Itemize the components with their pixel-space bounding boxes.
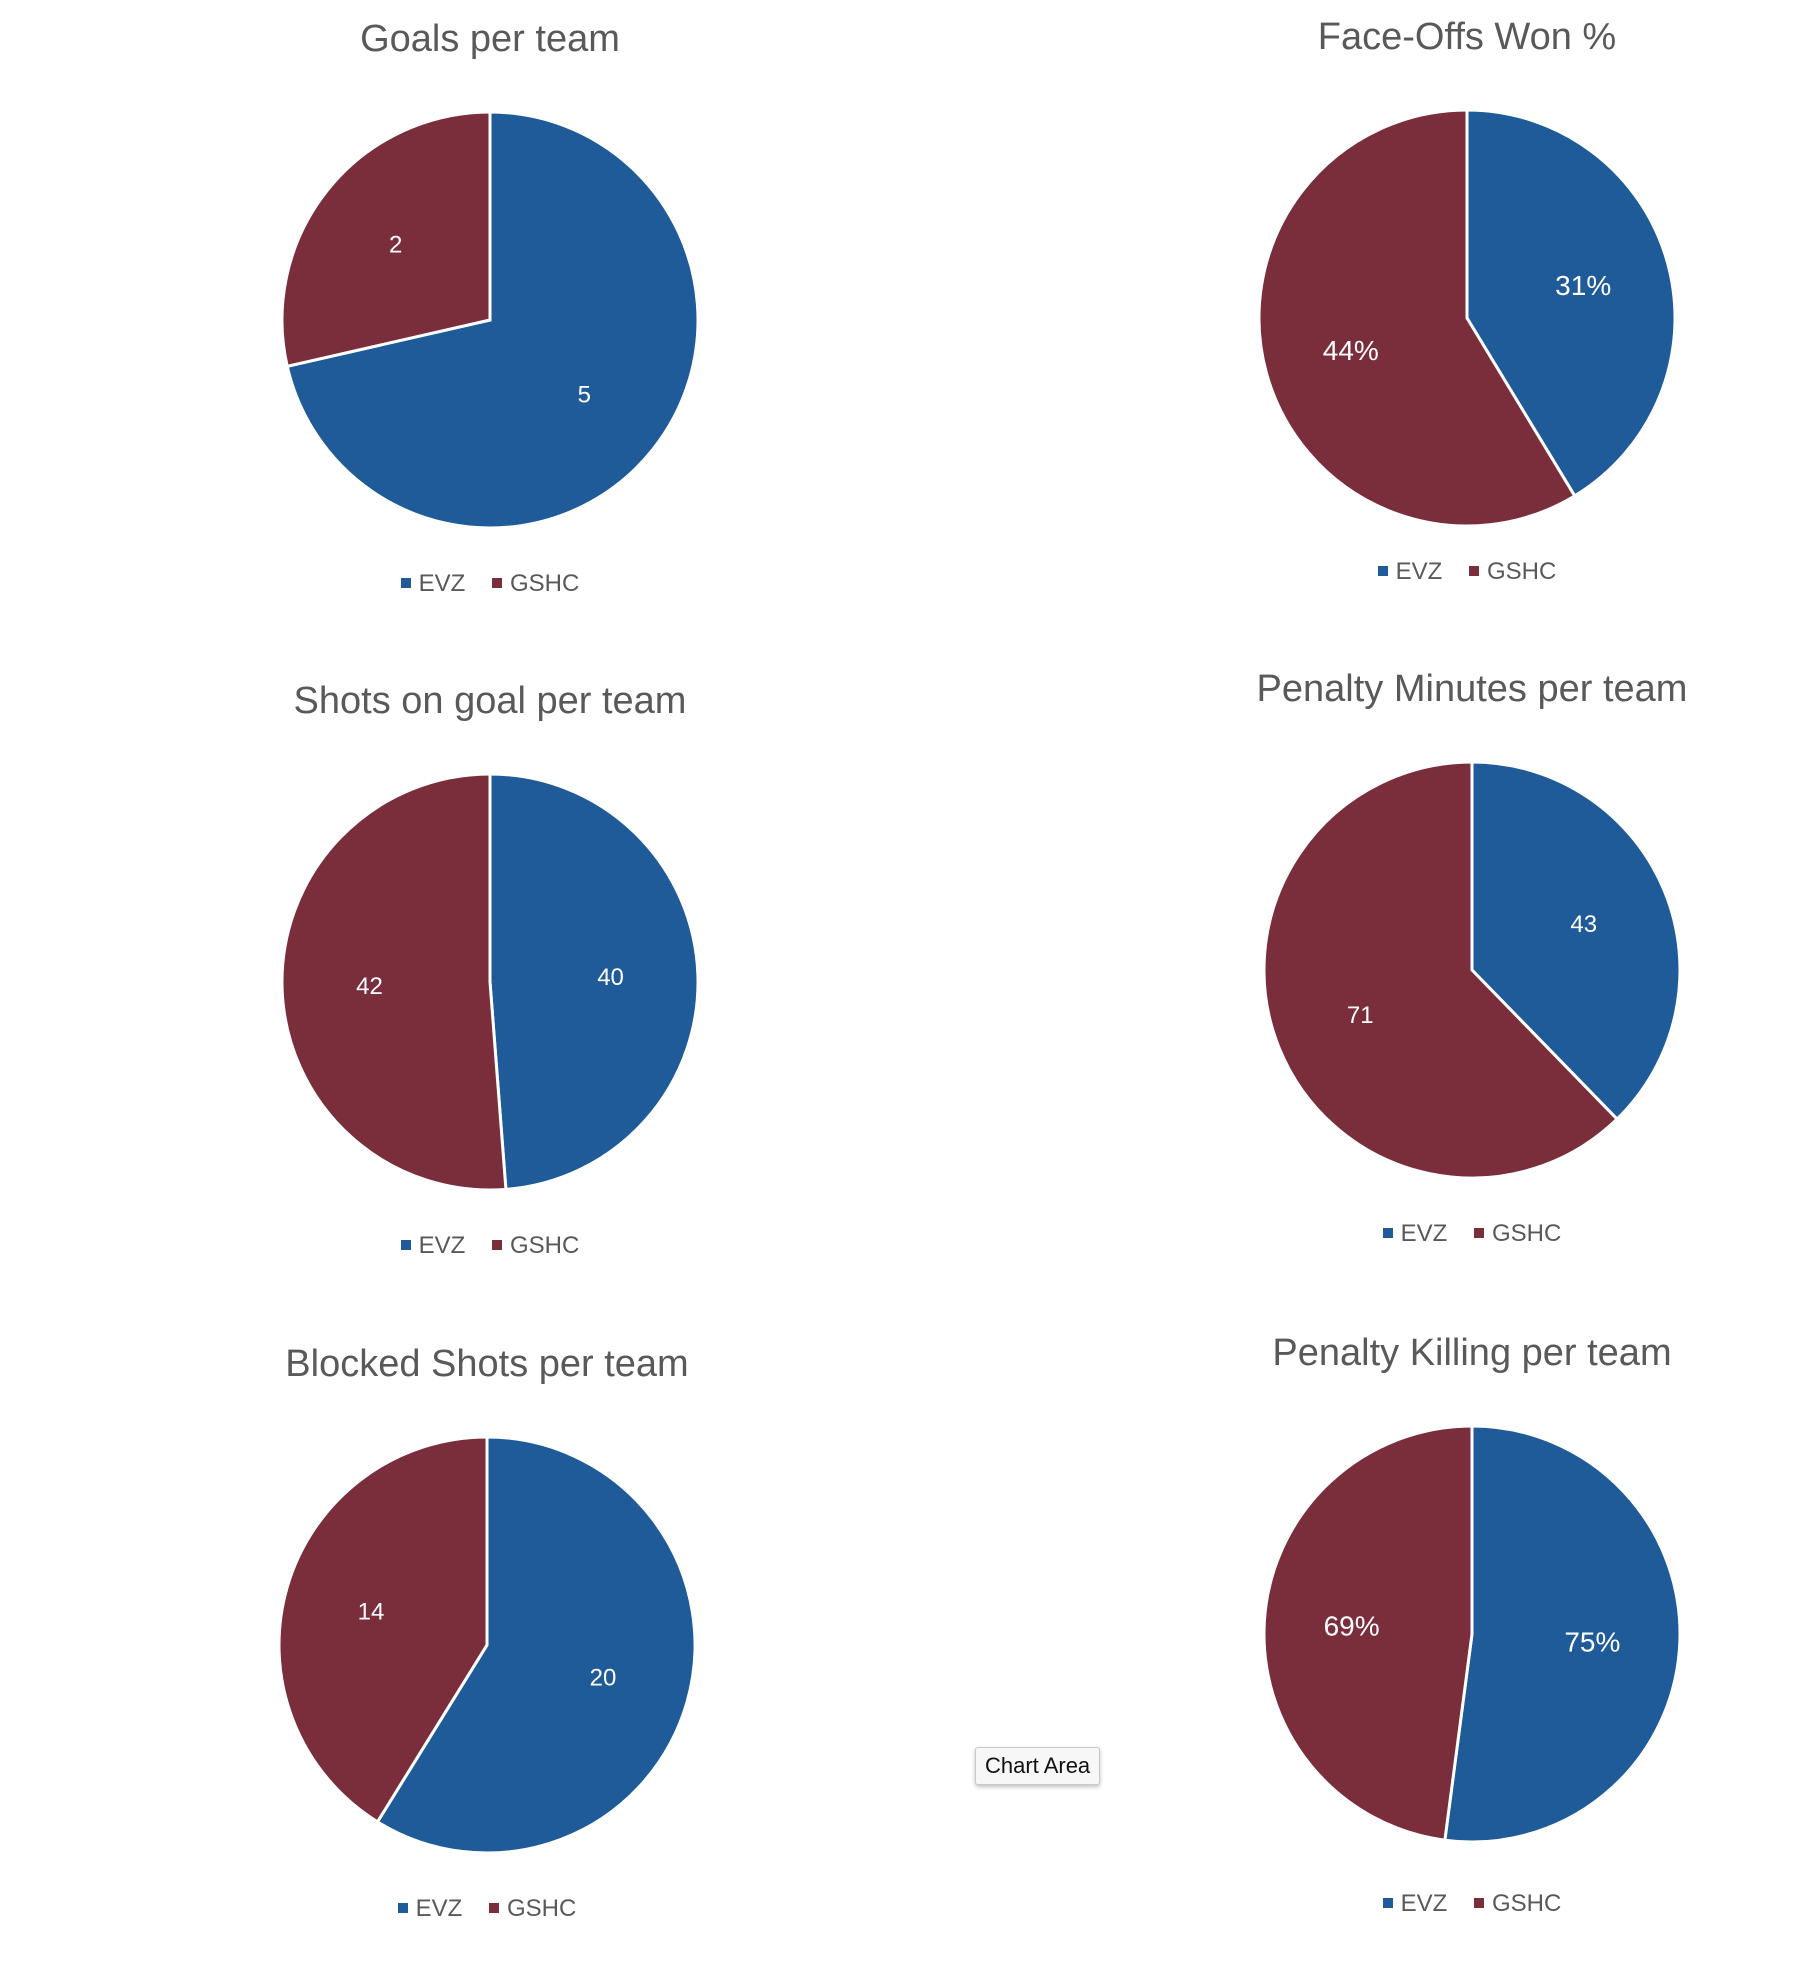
data-label-gshc: 44% (1323, 335, 1379, 366)
legend-label-evz: EVZ (1400, 1890, 1448, 1917)
data-label-gshc: 71 (1347, 1002, 1374, 1029)
chart-blocked-shots[interactable]: Blocked Shots per team 20 14 EVZ GSHC (167, 1325, 807, 1965)
pie-plot[interactable]: 75% 69% (1152, 1314, 1792, 1954)
data-label-evz: 40 (597, 964, 624, 991)
legend-label-evz: EVZ (418, 1232, 466, 1259)
pie-slice-evz[interactable] (488, 772, 700, 1192)
pie-plot[interactable]: 31% 44% (1147, 0, 1787, 638)
chart-shots-on-goal[interactable]: Shots on goal per team 40 42 EVZ GSHC (170, 662, 810, 1302)
data-label-gshc: 42 (356, 973, 383, 1000)
legend-entry-gshc: GSHC (1474, 1220, 1561, 1248)
chart-area-tooltip: Chart Area (975, 1747, 1101, 1785)
legend-swatch-evz (400, 577, 411, 588)
chart-face-offs-won[interactable]: Face-Offs Won % 31% 44% EVZ GSHC (1147, 0, 1787, 638)
legend-label-evz: EVZ (415, 1895, 463, 1922)
data-label-evz: 20 (590, 1665, 617, 1692)
legend-swatch-evz (1382, 1897, 1393, 1908)
pie-slice-evz[interactable] (1465, 108, 1677, 498)
legend-swatch-evz (400, 1239, 411, 1250)
data-label-gshc: 2 (389, 231, 402, 258)
data-label-evz: 5 (578, 382, 591, 409)
legend-label-gshc: GSHC (510, 570, 580, 597)
pie-slice-evz[interactable] (1443, 1424, 1682, 1844)
chart-legend: EVZ GSHC (1152, 1220, 1792, 1248)
chart-penalty-killing[interactable]: Penalty Killing per team 75% 69% EVZ GSHC (1152, 1314, 1792, 1954)
pie-plot[interactable]: 52 (170, 0, 810, 640)
legend-entry-evz: EVZ (397, 1895, 463, 1923)
legend-swatch-gshc (1474, 1227, 1484, 1238)
legend-entry-gshc: GSHC (1469, 558, 1556, 586)
legend-entry-gshc: GSHC (1474, 1890, 1561, 1918)
chart-legend: EVZ GSHC (1147, 558, 1787, 586)
data-label-evz: 31% (1555, 270, 1611, 301)
chart-title: Goals per team (360, 18, 620, 60)
pie-slice-evz[interactable] (375, 1435, 697, 1855)
pie-slice-gshc[interactable] (1262, 1424, 1474, 1842)
pie-slice-gshc[interactable] (1262, 760, 1620, 1180)
data-label-evz: 75% (1564, 1626, 1620, 1657)
pie-slice-gshc[interactable] (280, 772, 508, 1192)
legend-entry-gshc: GSHC (489, 1895, 576, 1923)
chart-title: Blocked Shots per team (285, 1343, 689, 1385)
chart-legend: EVZ GSHC (167, 1895, 807, 1923)
chart-legend: EVZ GSHC (1152, 1890, 1792, 1918)
legend-entry-evz: EVZ (1382, 1220, 1448, 1248)
legend-swatch-evz (1377, 565, 1388, 576)
legend-swatch-gshc (1469, 565, 1479, 576)
legend-entry-gshc: GSHC (492, 570, 579, 598)
legend-label-gshc: GSHC (510, 1232, 580, 1259)
legend-label-evz: EVZ (1395, 558, 1443, 585)
chart-title: Penalty Minutes per team (1256, 668, 1688, 710)
legend-entry-evz: EVZ (1382, 1890, 1448, 1918)
chart-legend: EVZ GSHC (170, 1232, 810, 1260)
legend-swatch-gshc (492, 1239, 502, 1250)
legend-swatch-evz (1382, 1227, 1393, 1238)
legend-swatch-gshc (492, 577, 502, 588)
legend-swatch-gshc (489, 1902, 499, 1913)
legend-swatch-gshc (1474, 1897, 1484, 1908)
chart-penalty-minutes[interactable]: Penalty Minutes per team 43 71 EVZ GSHC (1152, 650, 1792, 1290)
pie-slice-evz[interactable] (1470, 760, 1682, 1122)
legend-label-gshc: GSHC (507, 1895, 577, 1922)
data-label-gshc: 69% (1324, 1611, 1380, 1642)
legend-entry-evz: EVZ (1377, 558, 1443, 586)
legend-entry-evz: EVZ (400, 570, 466, 598)
pie-plot[interactable]: 43 71 (1152, 650, 1792, 1290)
pie-slice-gshc[interactable] (280, 110, 492, 369)
pie-plot[interactable]: 40 42 (170, 662, 810, 1302)
data-label-gshc: 14 (358, 1598, 385, 1625)
chart-title: Penalty Killing per team (1272, 1332, 1672, 1374)
legend-swatch-evz (397, 1902, 408, 1913)
legend-entry-gshc: GSHC (492, 1232, 579, 1260)
legend-label-evz: EVZ (418, 570, 466, 597)
legend-label-gshc: GSHC (1487, 558, 1557, 585)
pie-slice-evz[interactable] (285, 110, 700, 530)
legend-label-gshc: GSHC (1492, 1890, 1562, 1917)
legend-entry-evz: EVZ (400, 1232, 466, 1260)
pie-slice-gshc[interactable] (1257, 108, 1577, 528)
chart-title: Shots on goal per team (293, 680, 687, 722)
chart-title: Face-Offs Won % (1317, 16, 1617, 58)
legend-label-gshc: GSHC (1492, 1220, 1562, 1247)
chart-legend: EVZ GSHC (170, 570, 810, 598)
pie-slice-gshc[interactable] (277, 1435, 489, 1824)
data-label-evz: 43 (1570, 911, 1597, 938)
legend-label-evz: EVZ (1400, 1220, 1448, 1247)
